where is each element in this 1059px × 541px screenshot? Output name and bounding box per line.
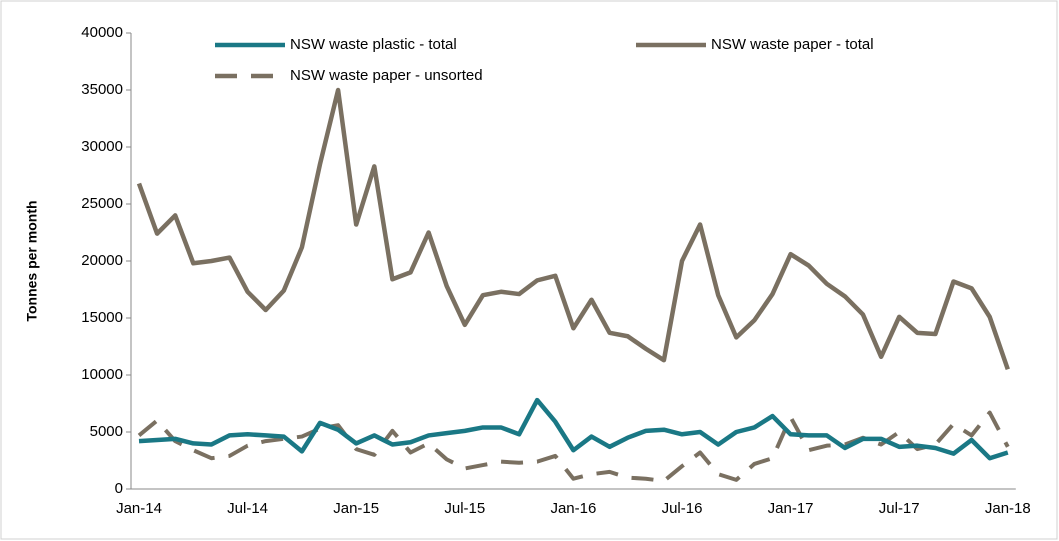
x-tick-label: Jul-14 (227, 500, 268, 517)
y-tick-label: 5000 (90, 423, 123, 440)
y-tick-label: 15000 (81, 309, 123, 326)
series-line (138, 397, 1009, 461)
y-tick-label: 0 (115, 480, 123, 497)
y-tick-label: 35000 (81, 81, 123, 98)
y-axis-label: Tonnes per month (24, 200, 40, 321)
x-tick-label: Jan-18 (985, 500, 1031, 517)
x-tick-label: Jan-16 (550, 500, 596, 517)
legend-label: NSW waste plastic - total (290, 36, 457, 53)
x-tick-label: Jan-14 (116, 500, 162, 517)
y-tick-label: 10000 (81, 366, 123, 383)
x-tick-label: Jan-15 (333, 500, 379, 517)
y-tick-label: 25000 (81, 195, 123, 212)
y-tick-label: 30000 (81, 138, 123, 155)
legend-label: NSW waste paper - total (711, 36, 874, 53)
x-tick-label: Jul-17 (879, 500, 920, 517)
series-line (136, 87, 1010, 371)
x-tick-label: Jul-16 (662, 500, 703, 517)
x-tick-label: Jul-15 (444, 500, 485, 517)
x-tick-label: Jan-17 (768, 500, 814, 517)
y-tick-label: 20000 (81, 252, 123, 269)
y-tick-label: 40000 (81, 24, 123, 41)
legend-label: NSW waste paper - unsorted (290, 67, 483, 84)
